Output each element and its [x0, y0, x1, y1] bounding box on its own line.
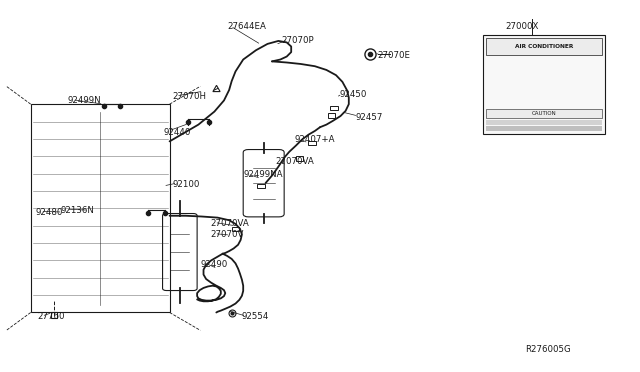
- Bar: [486, 109, 602, 118]
- Text: R276005G: R276005G: [525, 345, 570, 354]
- Text: 92480: 92480: [35, 208, 63, 217]
- Text: 27070E: 27070E: [378, 51, 411, 60]
- Bar: [232, 227, 239, 231]
- Text: 27760: 27760: [37, 312, 65, 321]
- Text: CAUTION: CAUTION: [532, 111, 556, 116]
- Text: 92499NA: 92499NA: [243, 170, 283, 179]
- Text: 92490: 92490: [200, 260, 228, 269]
- Bar: [486, 126, 602, 131]
- Text: 27070VA: 27070VA: [275, 157, 314, 166]
- Bar: [330, 106, 338, 110]
- Bar: [257, 184, 265, 188]
- Bar: [31, 104, 170, 312]
- Text: 27644EA: 27644EA: [227, 22, 266, 31]
- Bar: [328, 113, 335, 118]
- Text: 92499N: 92499N: [67, 96, 101, 105]
- Bar: [308, 141, 316, 145]
- Bar: [483, 35, 605, 134]
- Text: 92100: 92100: [173, 180, 200, 189]
- Text: 27070P: 27070P: [282, 36, 314, 45]
- Text: 92407+A: 92407+A: [294, 135, 335, 144]
- Text: 92450: 92450: [339, 90, 367, 99]
- Text: 92440: 92440: [163, 128, 191, 137]
- Text: 27070V: 27070V: [210, 230, 243, 239]
- Text: 27000X: 27000X: [506, 22, 539, 31]
- Text: 92554: 92554: [242, 312, 269, 321]
- Text: 27070H: 27070H: [173, 92, 207, 101]
- Text: 92457: 92457: [355, 113, 383, 122]
- Bar: [486, 120, 602, 125]
- Text: 92136N: 92136N: [61, 206, 95, 215]
- Bar: [296, 156, 303, 161]
- Text: 27070VA: 27070VA: [210, 219, 249, 228]
- Text: AIR CONDITIONER: AIR CONDITIONER: [515, 44, 573, 49]
- Bar: [486, 38, 602, 55]
